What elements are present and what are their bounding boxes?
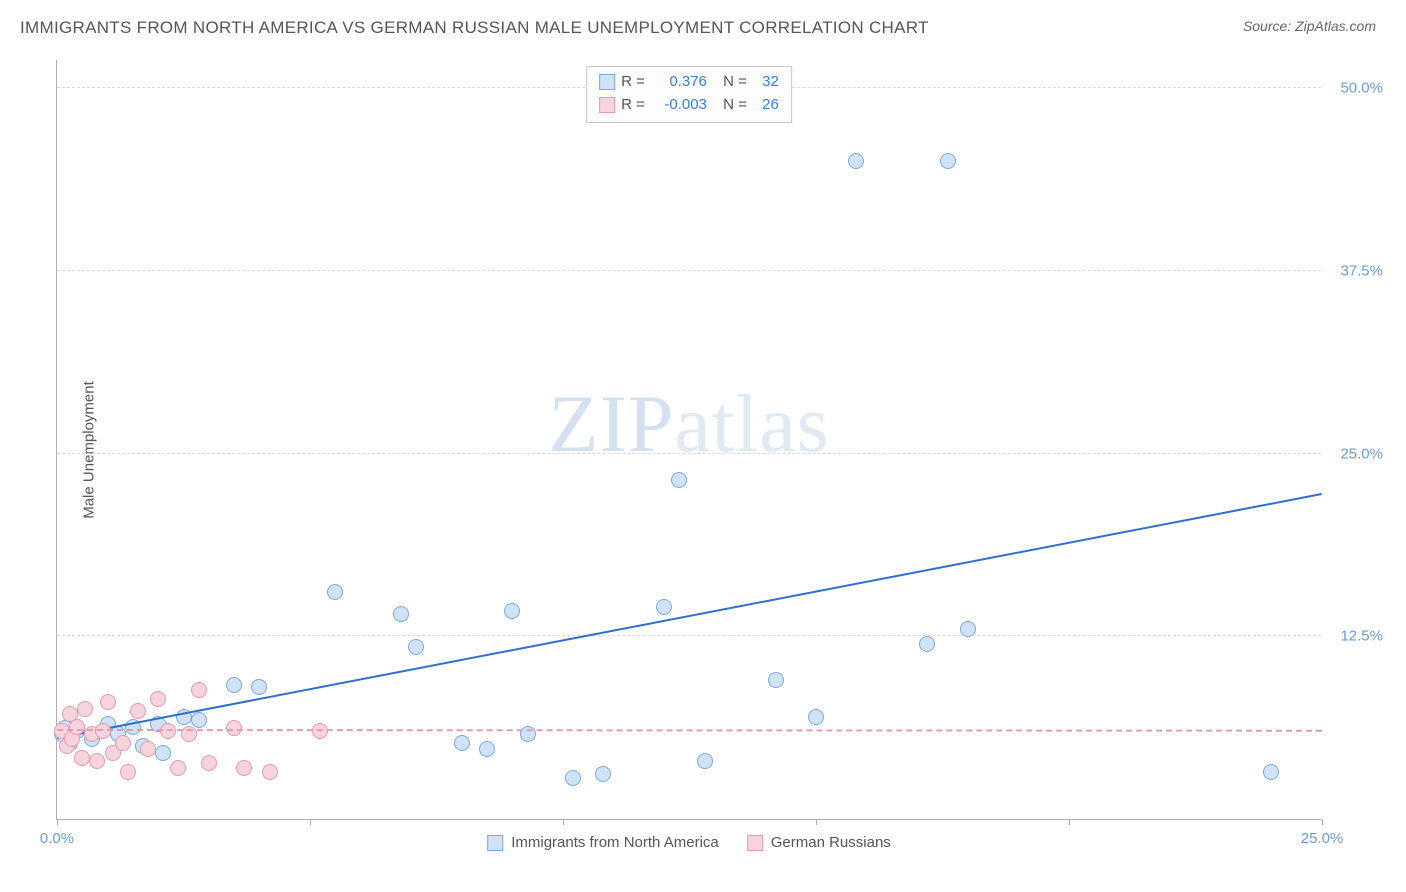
data-point [155,745,171,761]
plot-area: ZIPatlas R = 0.376 N = 32 R = -0.003 N =… [56,60,1321,820]
swatch-bottom-2 [747,835,763,851]
data-point [848,153,864,169]
data-point [115,735,131,751]
data-point [327,584,343,600]
gridline [57,453,1321,454]
data-point [697,753,713,769]
data-point [768,672,784,688]
x-tick [1069,819,1070,825]
x-tick [563,819,564,825]
data-point [960,621,976,637]
x-tick [310,819,311,825]
source-link[interactable]: ZipAtlas.com [1295,18,1376,34]
legend-row-series2: R = -0.003 N = 26 [599,94,779,117]
data-point [191,682,207,698]
data-point [479,741,495,757]
data-point [808,709,824,725]
data-point [656,599,672,615]
data-point [160,723,176,739]
y-tick-label: 37.5% [1340,262,1383,279]
r-value-1: 0.376 [651,71,707,94]
x-tick-label: 0.0% [40,830,74,847]
x-tick [57,819,58,825]
data-point [565,770,581,786]
data-point [1263,764,1279,780]
n-value-1: 32 [753,71,779,94]
legend-item-series1: Immigrants from North America [487,834,719,851]
y-tick-label: 25.0% [1340,445,1383,462]
n-label-1: N = [723,71,747,94]
swatch-series1 [599,74,615,90]
data-point [191,712,207,728]
source-label: Source: [1243,18,1291,34]
watermark-part1: ZIP [548,378,674,469]
data-point [140,741,156,757]
x-tick [1322,819,1323,825]
legend-row-series1: R = 0.376 N = 32 [599,71,779,94]
watermark-part2: atlas [674,378,829,469]
data-point [150,691,166,707]
n-label-2: N = [723,94,747,117]
trend-line [57,729,1322,732]
data-point [940,153,956,169]
data-point [95,723,111,739]
swatch-bottom-1 [487,835,503,851]
y-tick-label: 12.5% [1340,628,1383,645]
data-point [74,750,90,766]
legend-label-1: Immigrants from North America [511,834,719,851]
data-point [393,606,409,622]
data-point [454,735,470,751]
data-point [201,755,217,771]
data-point [671,472,687,488]
data-point [408,639,424,655]
data-point [236,760,252,776]
chart-container: Male Unemployment ZIPatlas R = 0.376 N =… [48,55,1388,845]
legend-item-series2: German Russians [747,834,891,851]
legend-label-2: German Russians [771,834,891,851]
gridline [57,635,1321,636]
watermark: ZIPatlas [548,377,829,471]
data-point [89,753,105,769]
data-point [120,764,136,780]
data-point [77,701,93,717]
y-tick-label: 50.0% [1340,80,1383,97]
swatch-series2 [599,97,615,113]
chart-title: IMMIGRANTS FROM NORTH AMERICA VS GERMAN … [20,18,929,38]
x-tick [816,819,817,825]
data-point [919,636,935,652]
data-point [69,719,85,735]
data-point [312,723,328,739]
data-point [251,679,267,695]
gridline [57,270,1321,271]
trend-line [57,493,1322,739]
header: IMMIGRANTS FROM NORTH AMERICA VS GERMAN … [0,0,1406,46]
data-point [504,603,520,619]
data-point [226,677,242,693]
data-point [100,694,116,710]
r-value-2: -0.003 [651,94,707,117]
source-attribution: Source: ZipAtlas.com [1243,18,1376,34]
data-point [170,760,186,776]
data-point [130,703,146,719]
correlation-legend: R = 0.376 N = 32 R = -0.003 N = 26 [586,66,792,123]
data-point [262,764,278,780]
data-point [595,766,611,782]
r-label-2: R = [621,94,645,117]
r-label-1: R = [621,71,645,94]
series-legend: Immigrants from North America German Rus… [487,834,891,851]
n-value-2: 26 [753,94,779,117]
x-tick-label: 25.0% [1301,830,1344,847]
